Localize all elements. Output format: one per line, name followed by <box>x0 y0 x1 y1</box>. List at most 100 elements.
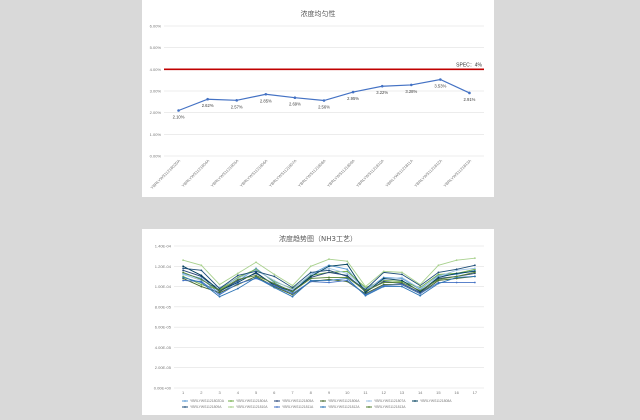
data-point <box>437 271 440 274</box>
y-tick-label: 1.40E-04 <box>155 244 172 249</box>
legend-label: YBRLYWS1121812A <box>328 405 360 409</box>
legend-marker <box>322 406 324 408</box>
legend-marker <box>414 400 416 402</box>
data-label: 2.57% <box>231 104 243 109</box>
legend-label: YBRLYWS1121810A <box>236 405 268 409</box>
data-point <box>328 279 330 282</box>
data-point <box>401 273 403 276</box>
y-tick-label: 8.00E-05 <box>155 304 172 309</box>
data-point <box>236 282 239 285</box>
legend-marker <box>184 400 186 402</box>
data-point <box>346 272 349 275</box>
data-point <box>473 267 476 270</box>
x-tick-label: YBRLYWS1121807A <box>268 158 298 188</box>
data-point <box>177 109 180 112</box>
data-point <box>419 292 422 295</box>
x-tick-label: 16 <box>454 390 459 395</box>
data-point <box>437 264 440 267</box>
data-point <box>401 281 403 284</box>
x-tick-label: 8 <box>310 390 313 395</box>
data-point <box>182 265 185 268</box>
data-point <box>328 271 330 274</box>
data-point <box>182 276 185 279</box>
y-tick-label: 4.00% <box>150 67 162 72</box>
data-point <box>401 279 403 282</box>
x-tick-label: YBRLYWS1121805A <box>210 158 240 188</box>
data-point <box>255 276 257 279</box>
data-label: 2.10% <box>173 115 185 120</box>
data-point <box>206 97 209 101</box>
x-tick-label: YBRLYWS1121804A <box>180 158 210 188</box>
legend-label: YBRLYWS1121809A <box>190 405 222 409</box>
data-label: 2.95% <box>347 96 359 101</box>
data-point <box>200 283 203 286</box>
data-point <box>419 287 422 290</box>
legend-label: YBRLYWS1121807A <box>374 399 406 403</box>
data-point <box>309 275 312 278</box>
data-point <box>437 278 440 281</box>
data-point <box>328 258 330 261</box>
legend-marker <box>230 406 232 408</box>
legend-label: YBRLYWS1121806A <box>328 399 360 403</box>
data-point <box>473 264 476 267</box>
data-point <box>291 286 294 289</box>
data-point <box>380 84 384 88</box>
data-point <box>364 294 367 297</box>
data-point <box>455 259 458 262</box>
data-point <box>291 290 294 293</box>
chart-title: 浓度趋势图（NH3工艺） <box>279 234 357 243</box>
data-point <box>328 281 330 284</box>
data-point <box>182 267 185 270</box>
x-tick-label: YBRLYWS1121813A <box>442 158 472 188</box>
x-tick-label: YBRLYWS1121802DA <box>149 158 181 190</box>
y-tick-label: 0.00% <box>150 154 162 159</box>
data-point <box>291 284 294 287</box>
data-point <box>401 283 403 286</box>
data-point <box>364 289 367 292</box>
data-label: 2.91% <box>464 97 476 102</box>
data-point <box>364 291 367 294</box>
data-point <box>236 287 239 290</box>
legend-label: YBRLYWS1121811A <box>282 405 314 409</box>
legend-label: YBRLYWS1121804A <box>236 399 268 403</box>
y-tick-label: 1.00E-04 <box>155 284 172 289</box>
legend-label: YBRLYWS1121813A <box>374 405 406 409</box>
data-point <box>291 292 294 295</box>
data-point <box>473 275 476 278</box>
data-point <box>218 283 221 286</box>
data-point <box>200 269 203 272</box>
data-point <box>419 283 422 286</box>
data-point <box>346 270 349 273</box>
y-tick-label: 1.20E-04 <box>155 264 172 269</box>
legend-marker <box>368 406 370 408</box>
data-label: 2.85% <box>260 98 272 103</box>
data-point <box>401 276 403 279</box>
data-point <box>437 276 440 279</box>
data-point <box>351 90 355 94</box>
data-point <box>309 279 312 282</box>
x-tick-label: YBRLYWS1121810A <box>355 158 385 188</box>
data-point <box>346 279 349 282</box>
data-point <box>473 257 476 260</box>
data-point <box>309 271 312 274</box>
data-point <box>255 274 257 277</box>
data-point <box>346 276 349 279</box>
uniformity-chart-panel: 浓度均匀性 0.00% 1.00% 2.00% 3.00% 4.00% 5.00% 6.00… <box>142 0 494 197</box>
data-point <box>328 276 330 279</box>
data-point <box>382 270 385 273</box>
data-point <box>200 274 203 277</box>
data-point <box>401 271 403 274</box>
legend-label: YBRLYWS1121802DA <box>190 399 225 403</box>
y-tick-label: 1.00% <box>150 132 162 137</box>
data-point <box>293 96 297 100</box>
x-tick-label: 10 <box>345 390 350 395</box>
data-point <box>218 289 221 292</box>
data-point <box>346 268 349 271</box>
data-point <box>182 271 185 274</box>
data-point <box>182 259 185 262</box>
y-tick-label: 4.00E-05 <box>155 345 172 350</box>
data-point <box>291 288 294 291</box>
y-tick-label: 2.00E-05 <box>155 365 172 370</box>
trend-chart-panel: 浓度趋势图（NH3工艺） 0.00E+00 2.00E-05 4.00E-05 6.0… <box>142 229 494 415</box>
data-point <box>346 263 349 266</box>
